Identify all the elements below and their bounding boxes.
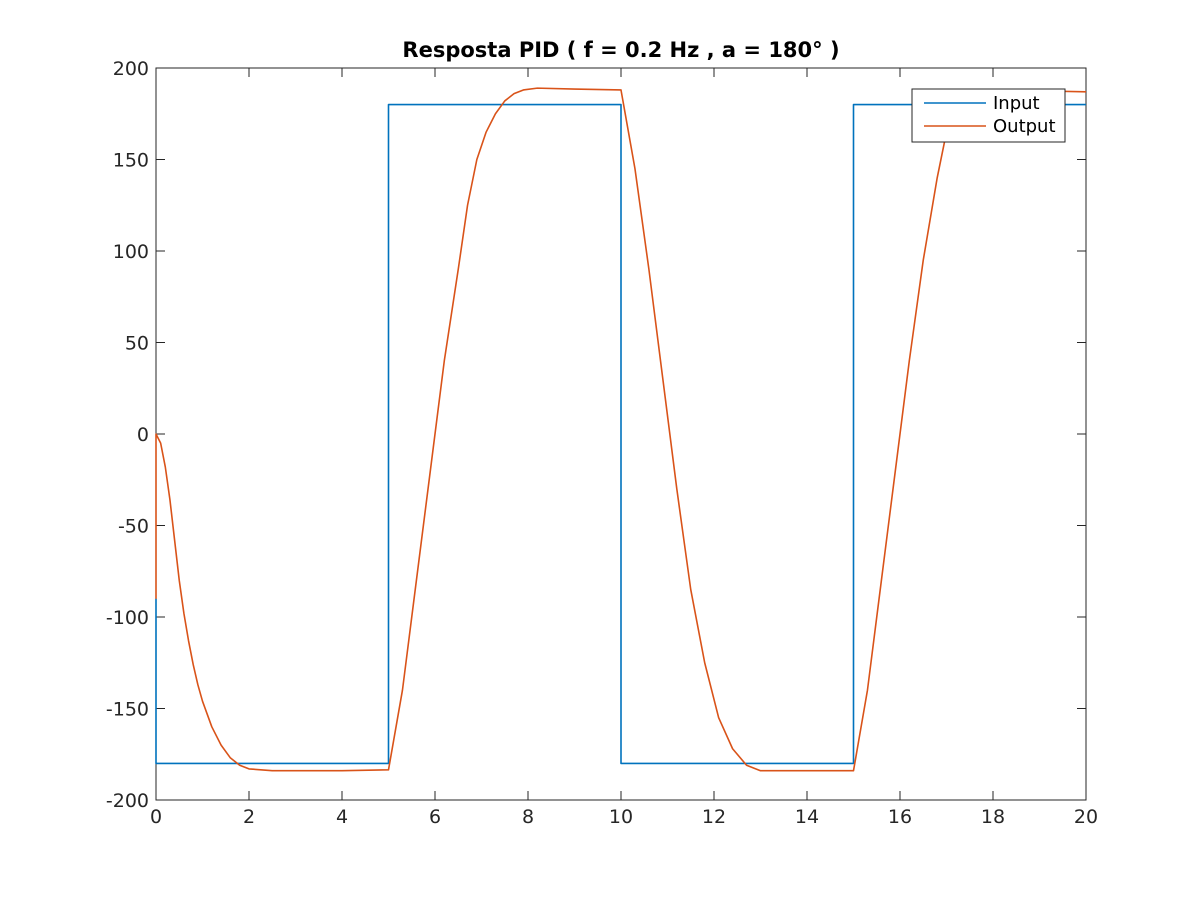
x-tick-label: 0: [150, 806, 162, 828]
legend-label-output: Output: [993, 116, 1056, 137]
x-tick-label: 14: [795, 806, 819, 828]
y-tick-label: -50: [118, 516, 149, 538]
y-tick-label: 50: [125, 333, 149, 355]
x-tick-label: 2: [243, 806, 255, 828]
y-tick-label: -150: [106, 699, 149, 721]
legend-box: [911, 88, 1066, 143]
axis-ticks: [155, 67, 1087, 801]
x-tick-label: 12: [702, 806, 726, 828]
axis-tick-labels: 0 2 4 6 8 10 12 14 16 18 20 -200 -150 -100 -50 0 50 100 15…: [106, 58, 1098, 828]
y-tick-label: 150: [113, 150, 149, 172]
series-output-line: [155, 87, 1087, 772]
x-tick-label: 18: [981, 806, 1005, 828]
y-tick-label: -200: [106, 790, 149, 812]
series-layer: [155, 87, 1087, 772]
x-tick-label: 16: [888, 806, 912, 828]
x-tick-label: 20: [1074, 806, 1098, 828]
x-tick-label: 6: [429, 806, 441, 828]
chart-title: Resposta PID ( f = 0.2 Hz , a = 180° ): [402, 38, 839, 62]
y-tick-label: 100: [113, 241, 149, 263]
y-tick-label: 0: [137, 424, 149, 446]
legend: Input Output: [911, 88, 1066, 143]
x-tick-label: 8: [522, 806, 534, 828]
series-input-line: [155, 103, 1086, 765]
y-tick-label: -100: [106, 607, 149, 629]
x-tick-label: 4: [336, 806, 348, 828]
y-tick-label: 200: [113, 58, 149, 80]
legend-label-input: Input: [993, 93, 1040, 114]
x-tick-label: 10: [609, 806, 633, 828]
